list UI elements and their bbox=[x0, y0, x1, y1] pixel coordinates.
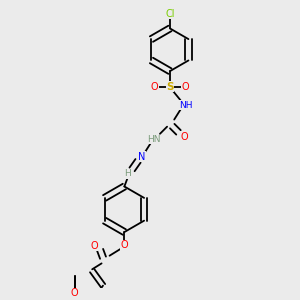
Text: O: O bbox=[151, 82, 158, 92]
Text: O: O bbox=[121, 240, 128, 250]
Text: NH: NH bbox=[179, 101, 192, 110]
Text: N: N bbox=[138, 152, 145, 162]
Text: O: O bbox=[181, 132, 189, 142]
Text: O: O bbox=[182, 82, 189, 92]
Text: Cl: Cl bbox=[165, 9, 175, 19]
Text: S: S bbox=[166, 82, 174, 92]
Text: H: H bbox=[124, 169, 130, 178]
Text: O: O bbox=[90, 241, 98, 251]
Text: HN: HN bbox=[148, 135, 161, 144]
Text: O: O bbox=[71, 288, 79, 298]
